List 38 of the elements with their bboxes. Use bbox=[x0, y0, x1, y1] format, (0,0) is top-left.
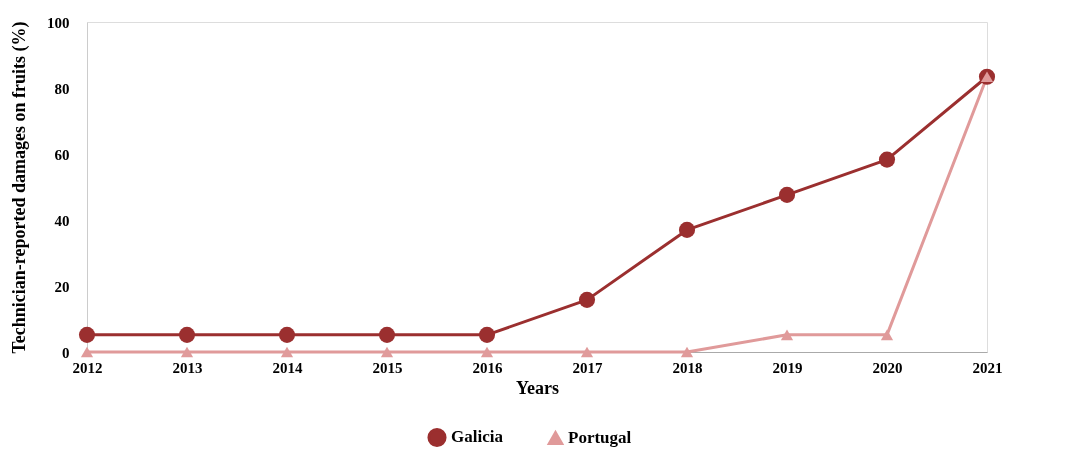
y-tick-label: 60 bbox=[54, 146, 70, 163]
legend-label: Portugal bbox=[568, 428, 632, 448]
point bbox=[278, 326, 296, 343]
x-tick-label: 2012 bbox=[72, 359, 103, 376]
x-tick-label: 2016 bbox=[472, 359, 503, 376]
point bbox=[578, 291, 596, 308]
y-tick-label: 80 bbox=[54, 80, 70, 97]
y-tick-label: 20 bbox=[54, 278, 70, 295]
x-tick-label: 2019 bbox=[772, 359, 803, 376]
point bbox=[680, 346, 694, 358]
point bbox=[778, 186, 796, 203]
y-tick-label: 0 bbox=[62, 344, 70, 361]
point bbox=[678, 221, 696, 238]
point bbox=[880, 329, 894, 341]
point bbox=[878, 151, 896, 168]
point bbox=[80, 346, 94, 358]
y-axis-title: Technician-reported damages on fruits (%) bbox=[9, 21, 30, 354]
point bbox=[480, 346, 494, 358]
point bbox=[780, 329, 794, 341]
point bbox=[280, 346, 294, 358]
x-tick-label: 2017 bbox=[572, 359, 603, 376]
x-tick-label: 2015 bbox=[372, 359, 403, 376]
x-tick-label: 2021 bbox=[972, 359, 1003, 376]
point bbox=[580, 346, 594, 358]
point bbox=[180, 346, 194, 358]
point bbox=[78, 326, 96, 343]
x-tick-label: 2014 bbox=[272, 359, 303, 376]
point bbox=[478, 326, 496, 343]
x-tick-label: 2013 bbox=[172, 359, 203, 376]
point bbox=[378, 326, 396, 343]
point bbox=[178, 326, 196, 343]
y-tick-label: 100 bbox=[47, 14, 70, 31]
x-axis-title: Years bbox=[516, 377, 559, 398]
point bbox=[380, 346, 394, 358]
y-tick-label: 40 bbox=[54, 212, 70, 229]
x-tick-label: 2020 bbox=[872, 359, 903, 376]
legend-label: Galicia bbox=[451, 427, 504, 447]
x-tick-label: 2018 bbox=[672, 359, 703, 376]
